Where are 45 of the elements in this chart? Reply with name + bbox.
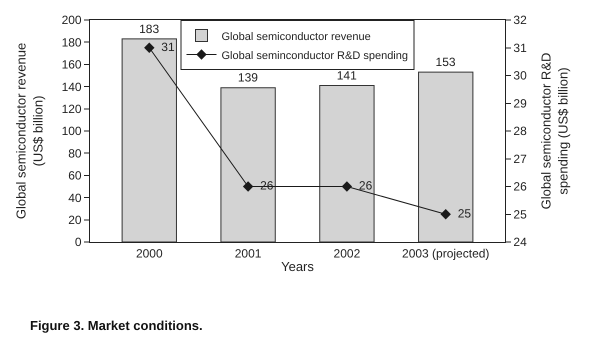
caption: Figure 3. Market conditions. (30, 318, 203, 333)
x-tick-label: 2003 (projected) (402, 246, 490, 260)
y-tick-label: 140 (62, 80, 82, 94)
bar (122, 38, 177, 242)
data-label: 25 (452, 206, 472, 220)
legend-label: Global seminconductor R&D spending (222, 50, 408, 62)
data-label: 26 (352, 178, 373, 192)
y-tick-label: 20 (68, 213, 82, 227)
y-tick-label: 200 (62, 13, 82, 28)
y-tick-label: 160 (62, 58, 82, 72)
x-tick-label: 2001 (234, 246, 262, 260)
x-tick-label: 2002 (334, 246, 361, 260)
y-tick-label: 40 (68, 190, 82, 205)
point (242, 181, 254, 192)
y2-tick-label: 30 (513, 68, 528, 83)
bar (319, 84, 375, 242)
x-axis-title: Years (281, 259, 314, 274)
point (342, 181, 352, 192)
y2-tick-label: 31 (513, 40, 528, 55)
data-label: 31 (155, 40, 175, 54)
point (144, 42, 154, 53)
y2-tick-label: 24 (513, 235, 528, 250)
x-tick-label: 2000 (136, 246, 163, 260)
y2-tick-label: 28 (513, 124, 528, 138)
y-tick-label: 120 (62, 102, 82, 116)
y-tick-label: 100 (62, 124, 82, 138)
y-tick-label: 80 (68, 146, 82, 160)
point (440, 209, 451, 220)
data-label: 141 (336, 68, 358, 82)
y2-tick-label: 25 (513, 207, 528, 222)
data-label: 153 (436, 55, 456, 70)
y2-tick-label: 32 (513, 13, 528, 28)
y-tick-label: 180 (62, 35, 82, 50)
y-axis-title: Global semiconductor revenue (US$ billion) (14, 42, 46, 220)
bar (418, 72, 474, 242)
y2-axis-title: Global semiconductor R&D spending (US$ billion) (538, 52, 571, 210)
y-tick-label: 0 (74, 235, 82, 250)
y2-tick-label: 26 (513, 180, 528, 194)
legend-label: Global semiconductor revenue (222, 30, 371, 43)
data-label: 183 (139, 22, 160, 36)
data-label: 139 (238, 70, 258, 85)
y-tick-label: 60 (68, 168, 82, 183)
bar (220, 87, 276, 242)
y2-tick-label: 27 (513, 152, 528, 166)
y2-tick-label: 29 (513, 96, 528, 110)
